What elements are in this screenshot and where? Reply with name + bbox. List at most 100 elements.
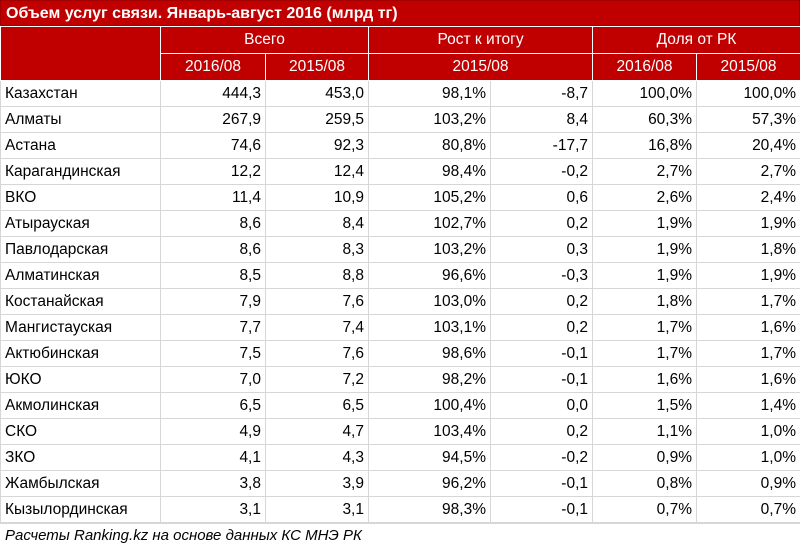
cell-total-2016: 6,5 <box>161 393 266 419</box>
header-total-2016: 2016/08 <box>161 54 266 81</box>
cell-growth-percent: 100,4% <box>369 393 491 419</box>
cell-region: ЮКО <box>1 367 161 393</box>
cell-share-2015: 1,7% <box>697 289 800 315</box>
cell-growth-absolute: -17,7 <box>491 133 593 159</box>
cell-growth-percent: 98,3% <box>369 497 491 523</box>
cell-total-2015: 7,2 <box>266 367 369 393</box>
cell-region: Атырауская <box>1 211 161 237</box>
communications-services-table: Всего Рост к итогу Доля от РК 2016/08 20… <box>0 26 800 523</box>
cell-growth-percent: 102,7% <box>369 211 491 237</box>
cell-share-2015: 0,7% <box>697 497 800 523</box>
cell-total-2016: 4,9 <box>161 419 266 445</box>
header-share: Доля от РК <box>593 27 800 54</box>
cell-share-2015: 1,9% <box>697 211 800 237</box>
cell-total-2016: 7,9 <box>161 289 266 315</box>
header-share-2015: 2015/08 <box>697 54 800 81</box>
cell-region: Жамбылская <box>1 471 161 497</box>
cell-share-2015: 0,9% <box>697 471 800 497</box>
cell-total-2016: 7,5 <box>161 341 266 367</box>
cell-total-2016: 8,6 <box>161 211 266 237</box>
cell-region: Алматы <box>1 107 161 133</box>
header-row-groups: Всего Рост к итогу Доля от РК <box>1 27 800 54</box>
cell-growth-absolute: -0,1 <box>491 497 593 523</box>
cell-total-2016: 74,6 <box>161 133 266 159</box>
cell-share-2016: 60,3% <box>593 107 697 133</box>
cell-growth-percent: 103,4% <box>369 419 491 445</box>
cell-share-2015: 20,4% <box>697 133 800 159</box>
table-title: Объем услуг связи. Январь-август 2016 (м… <box>0 0 800 26</box>
cell-share-2015: 57,3% <box>697 107 800 133</box>
cell-share-2015: 1,8% <box>697 237 800 263</box>
cell-total-2015: 7,6 <box>266 341 369 367</box>
cell-share-2015: 2,4% <box>697 185 800 211</box>
cell-share-2016: 1,8% <box>593 289 697 315</box>
cell-total-2016: 8,5 <box>161 263 266 289</box>
cell-growth-percent: 96,6% <box>369 263 491 289</box>
cell-growth-percent: 98,1% <box>369 81 491 107</box>
cell-region: СКО <box>1 419 161 445</box>
cell-total-2016: 8,6 <box>161 237 266 263</box>
cell-growth-absolute: 0,6 <box>491 185 593 211</box>
cell-share-2016: 1,9% <box>593 237 697 263</box>
cell-total-2015: 12,4 <box>266 159 369 185</box>
cell-total-2016: 3,1 <box>161 497 266 523</box>
cell-region: ЗКО <box>1 445 161 471</box>
cell-total-2015: 3,9 <box>266 471 369 497</box>
cell-total-2015: 6,5 <box>266 393 369 419</box>
cell-region: Актюбинская <box>1 341 161 367</box>
cell-share-2015: 1,9% <box>697 263 800 289</box>
cell-growth-absolute: -0,2 <box>491 159 593 185</box>
cell-growth-absolute: 0,2 <box>491 289 593 315</box>
cell-region: Мангистауская <box>1 315 161 341</box>
cell-growth-absolute: -0,1 <box>491 341 593 367</box>
cell-share-2016: 1,7% <box>593 341 697 367</box>
cell-share-2016: 1,7% <box>593 315 697 341</box>
cell-growth-absolute: -0,1 <box>491 471 593 497</box>
cell-growth-absolute: -0,1 <box>491 367 593 393</box>
header-growth-period: 2015/08 <box>369 54 593 81</box>
cell-growth-absolute: 0,0 <box>491 393 593 419</box>
cell-region: Кызылординская <box>1 497 161 523</box>
cell-growth-absolute: 0,3 <box>491 237 593 263</box>
header-total: Всего <box>161 27 369 54</box>
cell-region: ВКО <box>1 185 161 211</box>
cell-growth-percent: 80,8% <box>369 133 491 159</box>
header-region-blank <box>1 27 161 81</box>
cell-region: Алматинская <box>1 263 161 289</box>
cell-growth-absolute: -0,2 <box>491 445 593 471</box>
cell-share-2016: 0,8% <box>593 471 697 497</box>
cell-growth-absolute: 0,2 <box>491 315 593 341</box>
cell-region: Астана <box>1 133 161 159</box>
cell-growth-percent: 96,2% <box>369 471 491 497</box>
cell-growth-percent: 103,1% <box>369 315 491 341</box>
cell-total-2015: 453,0 <box>266 81 369 107</box>
cell-share-2016: 1,6% <box>593 367 697 393</box>
cell-region: Костанайская <box>1 289 161 315</box>
cell-total-2015: 7,4 <box>266 315 369 341</box>
cell-growth-absolute: -0,3 <box>491 263 593 289</box>
cell-growth-absolute: 8,4 <box>491 107 593 133</box>
cell-share-2015: 1,0% <box>697 445 800 471</box>
cell-total-2015: 8,3 <box>266 237 369 263</box>
cell-growth-absolute: 0,2 <box>491 419 593 445</box>
header-share-2016: 2016/08 <box>593 54 697 81</box>
cell-share-2016: 0,7% <box>593 497 697 523</box>
cell-growth-percent: 105,2% <box>369 185 491 211</box>
cell-total-2015: 4,7 <box>266 419 369 445</box>
cell-growth-percent: 98,4% <box>369 159 491 185</box>
cell-share-2016: 2,6% <box>593 185 697 211</box>
cell-growth-percent: 103,0% <box>369 289 491 315</box>
